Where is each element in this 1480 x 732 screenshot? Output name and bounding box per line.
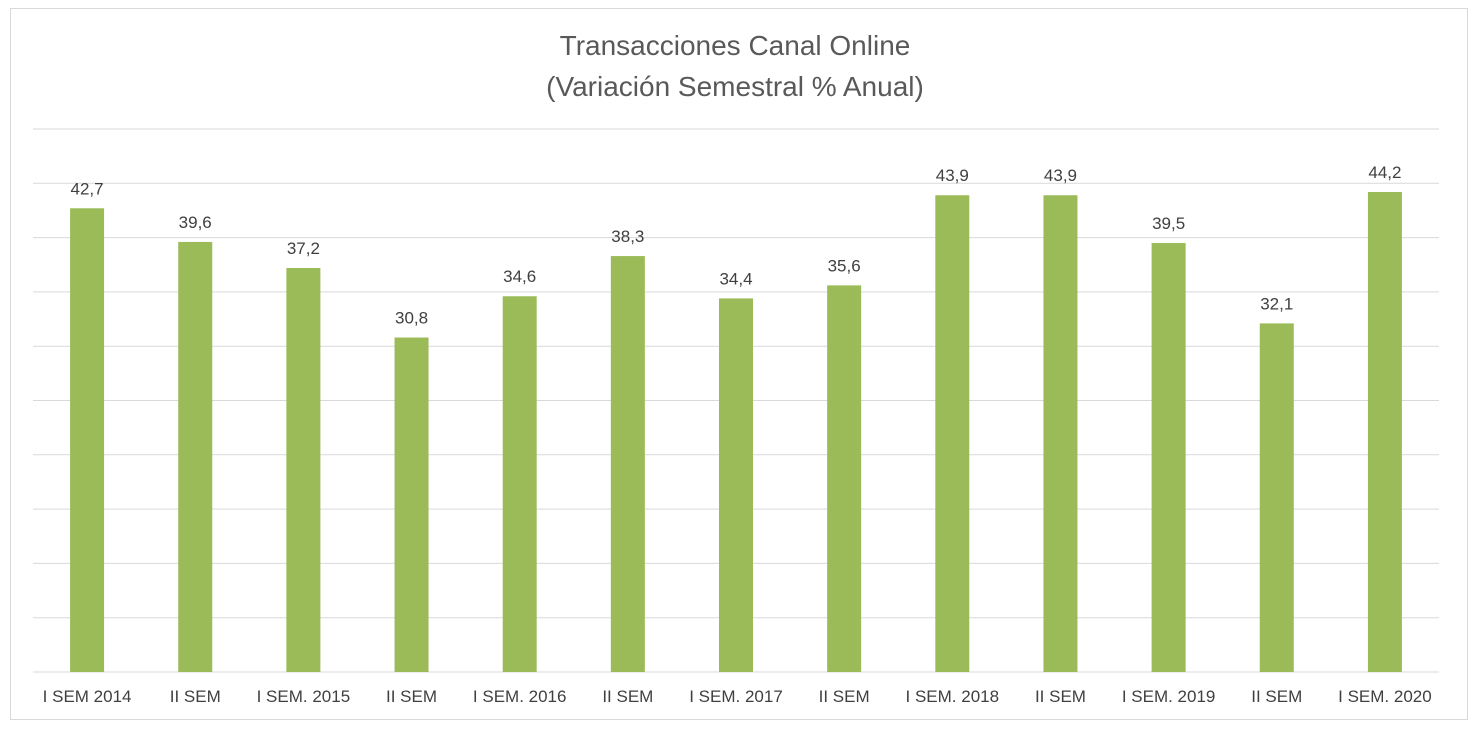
chart-area: Transacciones Canal Online (Variación Se… [10,8,1468,720]
data-label: 35,6 [828,256,861,275]
data-label: 32,1 [1260,294,1293,313]
bar [1043,195,1078,672]
bar [719,298,753,672]
x-tick-label: I SEM. 2020 [1338,687,1432,706]
bar-chart: Transacciones Canal Online (Variación Se… [33,30,1439,706]
data-label: 43,9 [1044,166,1077,185]
chart-title-line-1: Transacciones Canal Online [560,30,911,61]
data-label: 37,2 [287,239,320,258]
data-label: 30,8 [395,309,428,328]
x-tick-label: I SEM 2014 [43,687,132,706]
x-tick-label: I SEM. 2016 [473,687,567,706]
x-tick-label: II SEM [1251,687,1302,706]
bar [394,337,429,672]
bar [286,268,321,672]
x-tick-label: II SEM [1035,687,1086,706]
x-tick-label: I SEM. 2018 [906,687,1000,706]
data-label: 39,5 [1152,214,1185,233]
bar [1151,243,1186,672]
x-tick-label: I SEM. 2019 [1122,687,1216,706]
bar [1259,323,1294,672]
data-label: 34,6 [503,267,536,286]
data-labels: 42,7 39,6 37,2 30,8 34,6 38,3 34,4 35,6 43,9 43,9… [71,163,1402,328]
chart-title-line-2: (Variación Semestral % Anual) [546,71,924,102]
bar [935,195,970,672]
bar [70,208,105,672]
bar [1367,191,1402,672]
data-label: 34,4 [719,269,752,288]
x-tick-label: I SEM. 2017 [689,687,783,706]
bar [827,285,862,672]
bars [70,191,1402,672]
data-label: 44,2 [1368,163,1401,182]
data-label: 42,7 [71,179,104,198]
x-axis-tick-labels: I SEM 2014 II SEM I SEM. 2015 II SEM I SEM. … [43,687,1432,706]
bar [610,256,645,672]
x-tick-label: II SEM [386,687,437,706]
x-tick-label: II SEM [819,687,870,706]
data-label: 39,6 [179,213,212,232]
x-tick-label: II SEM [602,687,653,706]
x-tick-label: I SEM. 2015 [257,687,351,706]
chart-title: Transacciones Canal Online (Variación Se… [546,30,924,102]
bar [502,296,537,672]
data-label: 38,3 [611,227,644,246]
data-label: 43,9 [936,166,969,185]
bar [178,241,213,672]
x-tick-label: II SEM [170,687,221,706]
